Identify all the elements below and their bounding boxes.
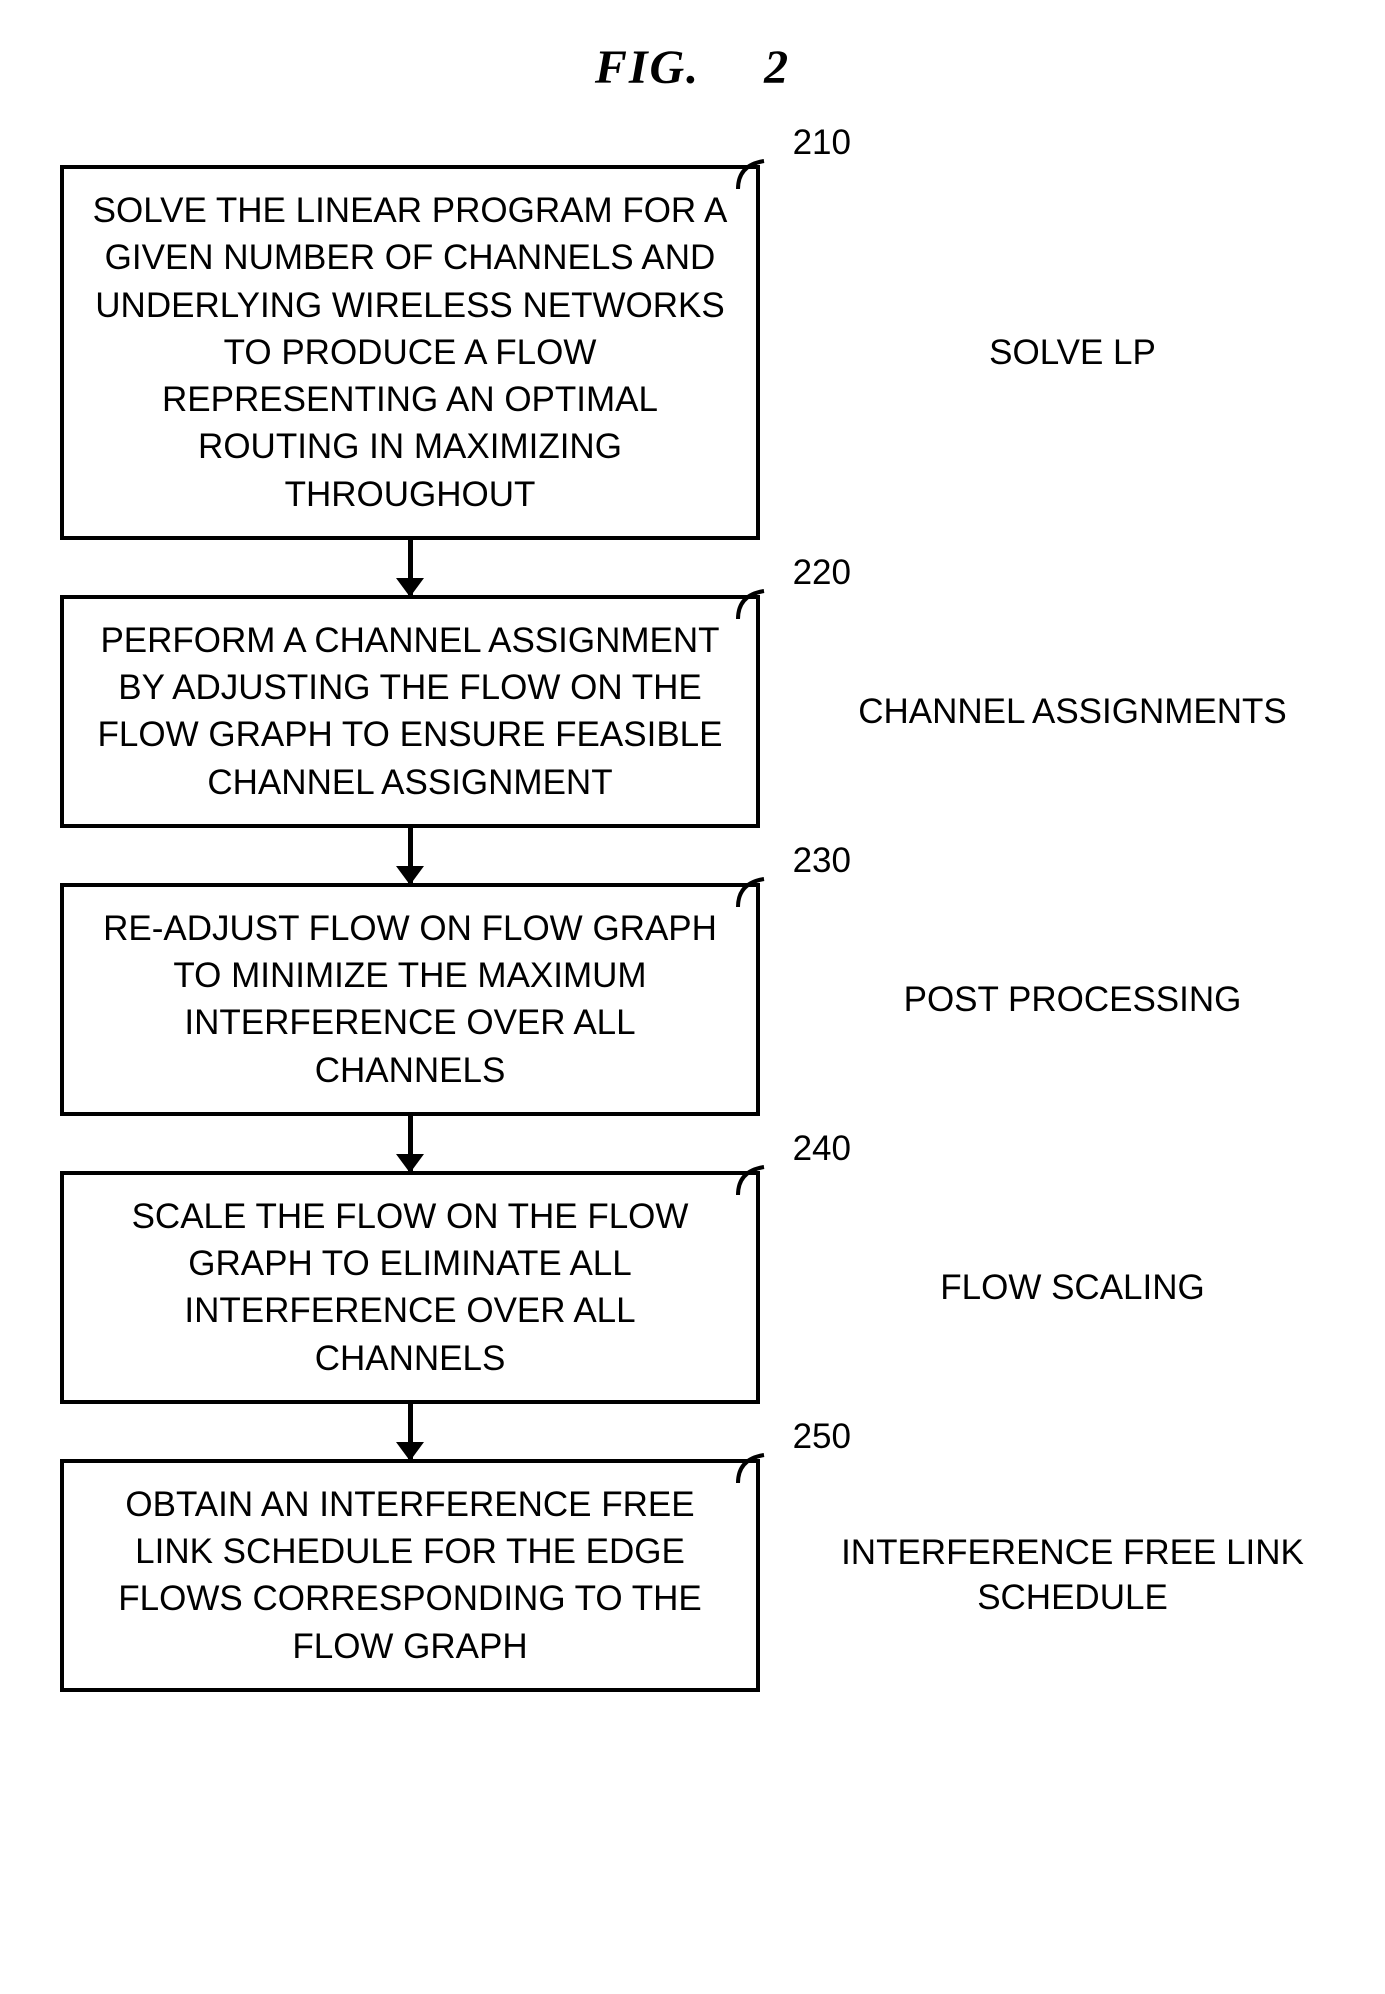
arrow-icon — [396, 1404, 424, 1459]
step-row: PERFORM A CHANNEL ASSIGNMENT BY ADJUSTIN… — [60, 595, 1325, 828]
callout-curve-icon — [734, 1447, 774, 1487]
step-text: OBTAIN AN INTERFERENCE FREE LINK SCHEDUL… — [118, 1485, 701, 1666]
callout-number: 220 — [793, 549, 851, 596]
side-label-channel-assignments: CHANNEL ASSIGNMENTS — [820, 689, 1325, 735]
arrow-icon — [396, 828, 424, 883]
callout-curve-icon — [734, 871, 774, 911]
step-text: RE-ADJUST FLOW ON FLOW GRAPH TO MINIMIZE… — [103, 909, 717, 1090]
step-box-250: OBTAIN AN INTERFERENCE FREE LINK SCHEDUL… — [60, 1459, 760, 1692]
callout-curve-icon — [734, 1159, 774, 1199]
step-row: SCALE THE FLOW ON THE FLOW GRAPH TO ELIM… — [60, 1171, 1325, 1404]
side-label-interference-free: INTERFERENCE FREE LINK SCHEDULE — [820, 1530, 1325, 1621]
step-row: OBTAIN AN INTERFERENCE FREE LINK SCHEDUL… — [60, 1459, 1325, 1692]
step-row: RE-ADJUST FLOW ON FLOW GRAPH TO MINIMIZE… — [60, 883, 1325, 1116]
side-label-flow-scaling: FLOW SCALING — [820, 1265, 1325, 1311]
callout-number: 230 — [793, 837, 851, 884]
callout-number: 240 — [793, 1125, 851, 1172]
callout-number: 210 — [793, 119, 851, 166]
callout-curve-icon — [734, 153, 774, 193]
callout-number: 250 — [793, 1413, 851, 1460]
step-row: SOLVE THE LINEAR PROGRAM FOR A GIVEN NUM… — [60, 165, 1325, 540]
step-box-220: PERFORM A CHANNEL ASSIGNMENT BY ADJUSTIN… — [60, 595, 760, 828]
flowchart-container: SOLVE THE LINEAR PROGRAM FOR A GIVEN NUM… — [60, 165, 1325, 1692]
step-box-240: SCALE THE FLOW ON THE FLOW GRAPH TO ELIM… — [60, 1171, 760, 1404]
arrow-icon — [396, 540, 424, 595]
arrow-icon — [396, 1116, 424, 1171]
step-text: PERFORM A CHANNEL ASSIGNMENT BY ADJUSTIN… — [98, 621, 723, 802]
step-text: SCALE THE FLOW ON THE FLOW GRAPH TO ELIM… — [132, 1197, 689, 1378]
callout-curve-icon — [734, 583, 774, 623]
step-box-230: RE-ADJUST FLOW ON FLOW GRAPH TO MINIMIZE… — [60, 883, 760, 1116]
step-box-210: SOLVE THE LINEAR PROGRAM FOR A GIVEN NUM… — [60, 165, 760, 540]
side-label-post-processing: POST PROCESSING — [820, 977, 1325, 1023]
figure-title: FIG. 2 — [60, 40, 1325, 95]
side-label-solve-lp: SOLVE LP — [820, 330, 1325, 376]
step-text: SOLVE THE LINEAR PROGRAM FOR A GIVEN NUM… — [93, 191, 728, 514]
